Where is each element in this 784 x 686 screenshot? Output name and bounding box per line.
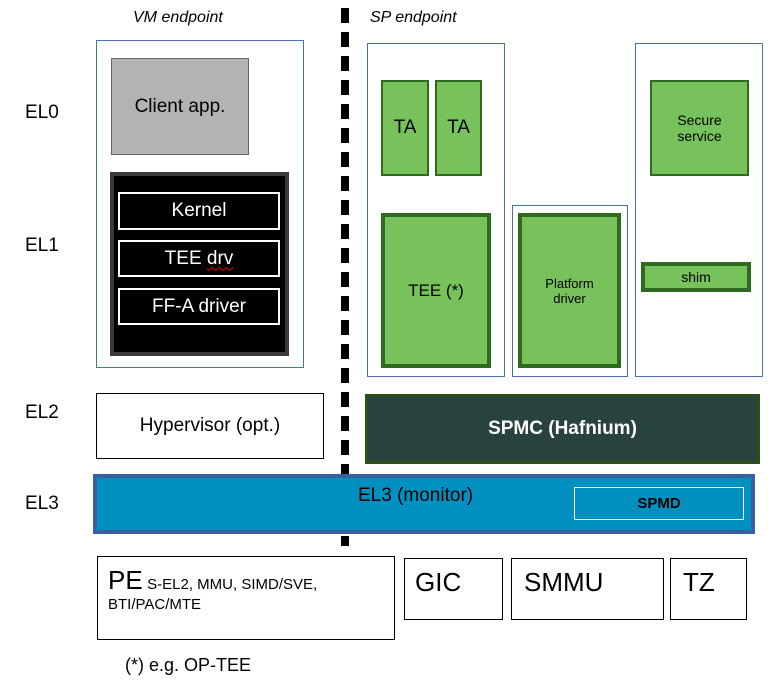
el1-label: EL1 [25,235,59,256]
el3-monitor-label: EL3 (monitor) [358,485,474,506]
smmu: SMMU [511,558,664,620]
tz: TZ [670,558,747,620]
hypervisor: Hypervisor (opt.) [96,393,324,459]
sp-container-1 [367,43,505,377]
pe-block: PE S-EL2, MMU, SIMD/SVE, BTI/PAC/MTE [97,556,395,640]
footnote: (*) e.g. OP-TEE [125,655,252,675]
pe-label: PE [108,565,143,595]
el2-label: EL2 [25,402,59,423]
sp-container-2 [512,205,628,377]
el0-label: EL0 [25,102,59,123]
client-app: Client app. [111,58,249,155]
kernel: Kernel [118,192,280,230]
tee-os: TEE (*) [381,213,491,368]
world-divider [341,8,349,546]
vm-endpoint-header: VM endpoint [133,9,223,26]
el3-label: EL3 [25,493,59,514]
pe-features-2: BTI/PAC/MTE [108,596,202,613]
spmd: SPMD [574,487,744,520]
vm-container [96,40,304,368]
vm-kernel-block [110,172,289,356]
tee-driver: TEE drv [118,240,280,277]
gic: GIC [404,558,503,620]
tee-driver-label: drv [206,247,234,269]
sp-endpoint-header: SP endpoint [370,9,457,26]
pe-features-1: S-EL2, MMU, SIMD/SVE, [147,576,318,593]
ffa-driver: FF-A driver [118,288,280,325]
ta-2: TA [435,80,482,176]
platform-driver: Platform driver [518,213,621,368]
shim: shim [641,262,751,292]
el3-monitor [93,474,755,534]
secure-service: Secure service [650,80,749,176]
spmc-hafnium: SPMC (Hafnium) [365,394,760,464]
sp-container-3 [635,43,763,377]
ta-1: TA [381,80,429,176]
